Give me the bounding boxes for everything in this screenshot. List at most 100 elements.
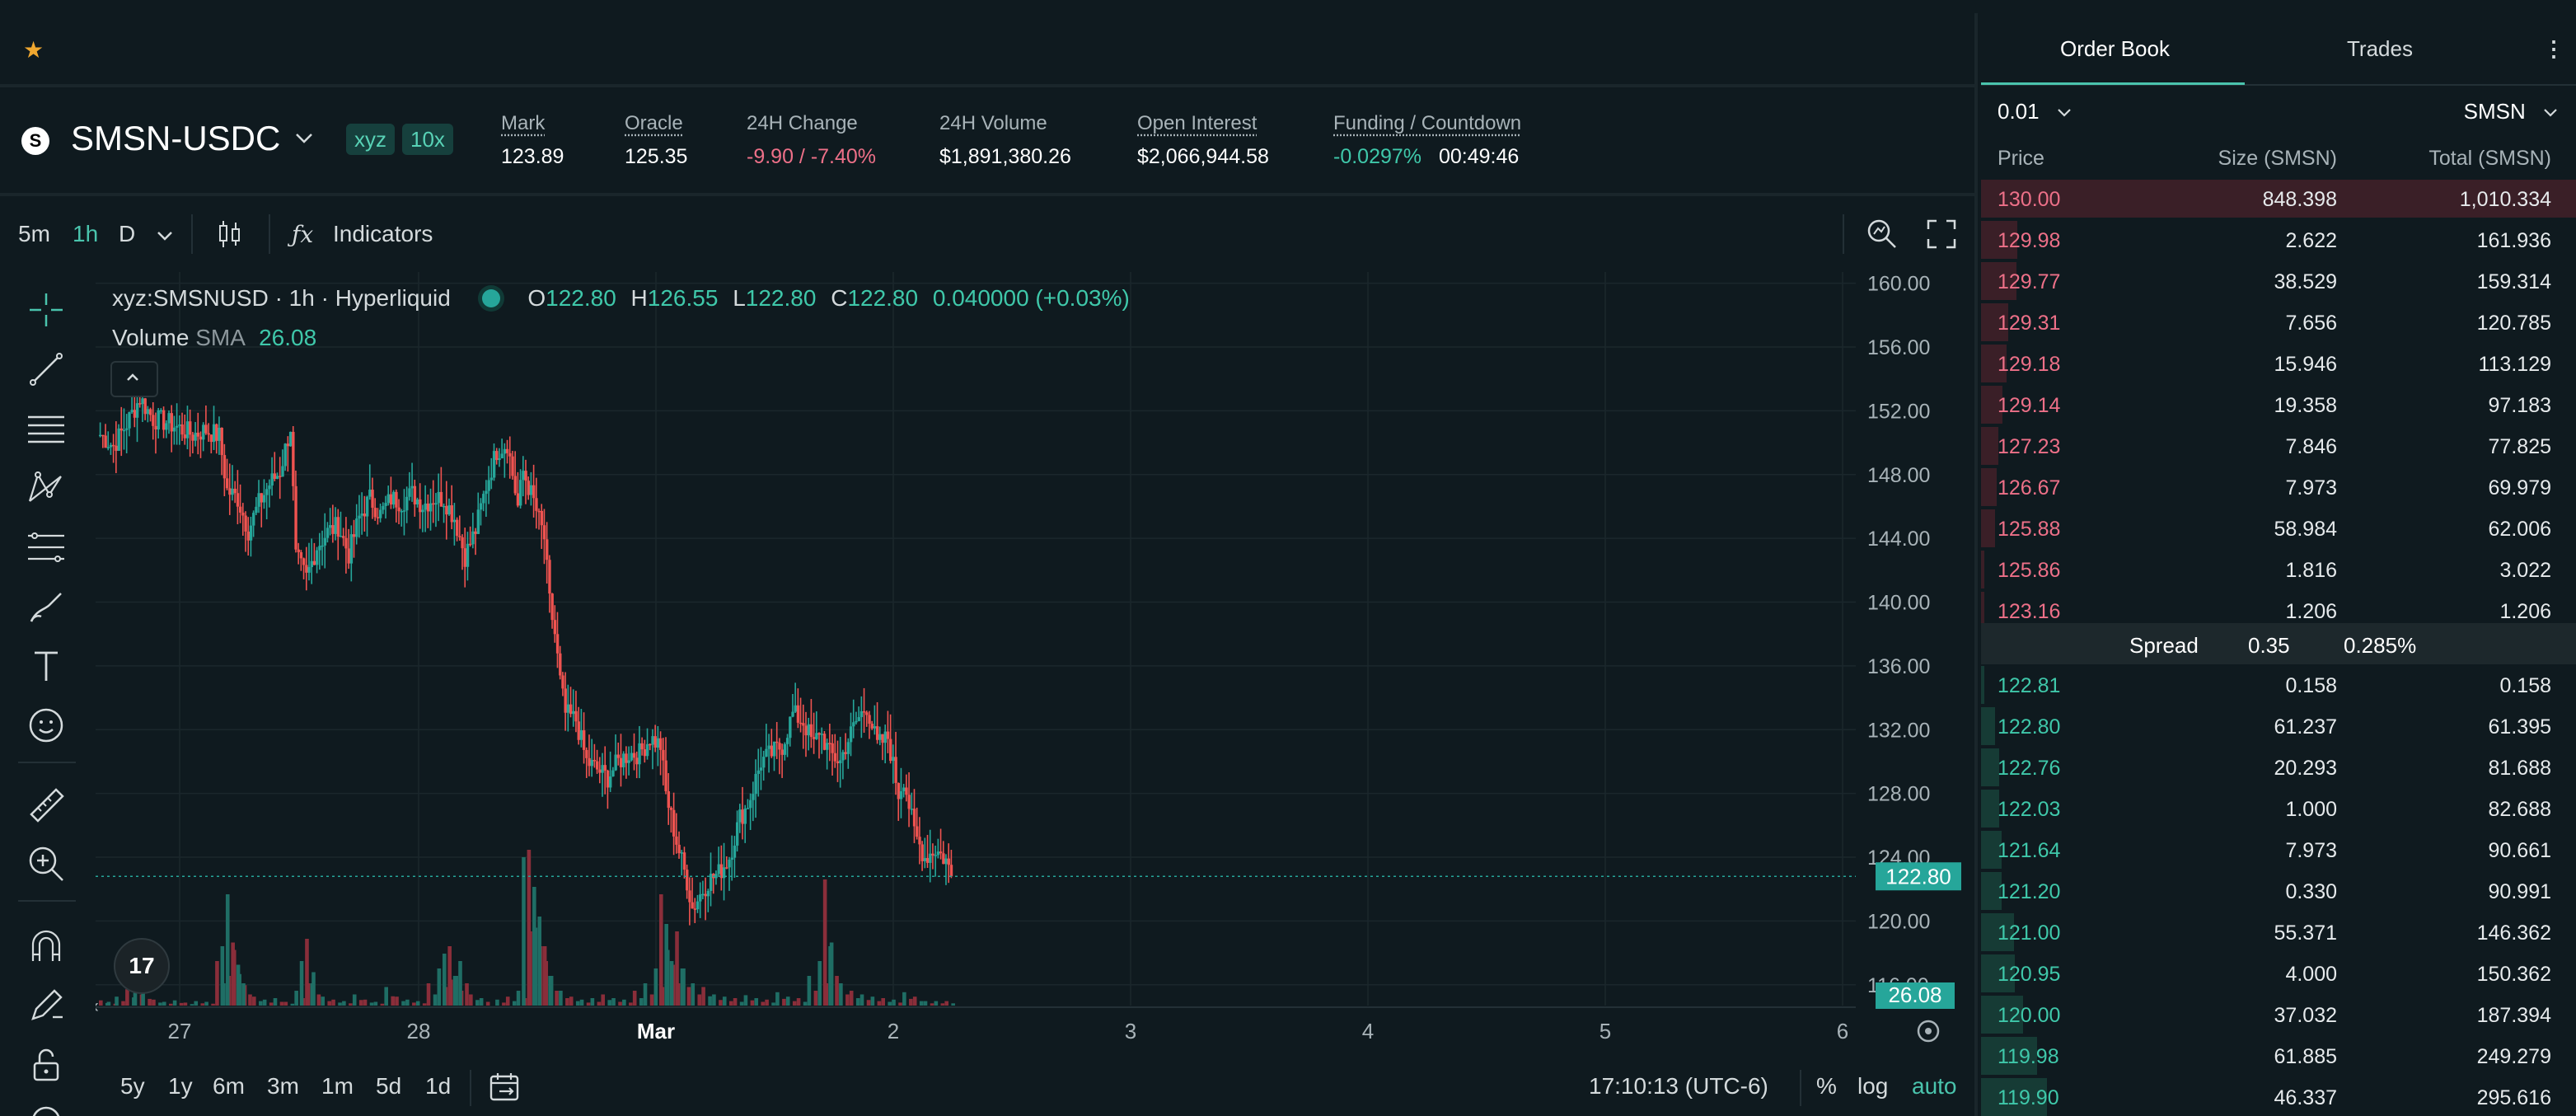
cell-size: 61.885 (2274, 1045, 2337, 1068)
price-chart[interactable]: 160.00 156.00 152.00 148.00 144.00 140.00 136.… (96, 272, 1978, 1116)
magnet-icon[interactable] (25, 925, 68, 968)
ask-row[interactable]: 123.16 1.206 1.206 (1981, 590, 2576, 631)
candle-body (572, 710, 575, 715)
ask-row[interactable]: 129.18 15.946 113.129 (1981, 343, 2576, 384)
candlestick-chart[interactable]: 160.00 156.00 152.00 148.00 144.00 140.00 136.… (96, 272, 1974, 1058)
zoom-in-icon[interactable] (25, 842, 68, 885)
range-5d[interactable]: 5d (376, 1073, 402, 1099)
function-icon[interactable]: ƒx (292, 221, 314, 248)
active-tab-indicator (1981, 82, 2245, 85)
stat-value: -0.0297% 00:49:46 (1333, 145, 1521, 169)
candle-body (228, 488, 232, 495)
text-icon[interactable] (25, 645, 68, 687)
drawing-toolbar (0, 272, 97, 1116)
auto-toggle[interactable]: auto (1912, 1073, 1957, 1099)
eye-icon[interactable] (25, 1100, 68, 1116)
unit-select[interactable]: SMSN (2464, 99, 2560, 124)
ask-row[interactable]: 125.88 58.984 62.006 (1981, 508, 2576, 549)
bid-row[interactable]: 121.64 7.973 90.661 (1981, 829, 2576, 870)
candlestick-type-icon[interactable] (213, 218, 246, 251)
bid-row[interactable]: 122.80 61.237 61.395 (1981, 706, 2576, 747)
bid-row[interactable]: 119.90 46.337 295.616 (1981, 1076, 2576, 1116)
candle-body (934, 855, 937, 856)
calendar-range-icon[interactable] (488, 1070, 522, 1104)
ask-row[interactable]: 127.23 7.846 77.825 (1981, 425, 2576, 467)
volume-bar (331, 999, 335, 1006)
legend-collapse-button[interactable] (110, 361, 158, 397)
stat-label[interactable]: Open Interest (1137, 112, 1258, 134)
candle-body (537, 510, 541, 513)
interval-d[interactable]: D (119, 221, 136, 246)
log-toggle[interactable]: log (1857, 1073, 1889, 1099)
candle-body (445, 505, 448, 515)
brush-icon[interactable] (25, 585, 68, 628)
fullscreen-icon[interactable] (1925, 218, 1958, 251)
candle-body (918, 837, 921, 845)
ask-row[interactable]: 126.67 7.973 69.979 (1981, 467, 2576, 508)
tab-trades[interactable]: Trades (2347, 36, 2413, 61)
candle-body (318, 546, 321, 551)
ruler-icon[interactable] (25, 783, 68, 826)
stat-label[interactable]: Funding / Countdown (1333, 112, 1522, 134)
ask-row[interactable]: 129.98 2.622 161.936 (1981, 219, 2576, 260)
depth-bar (1981, 707, 1995, 745)
chevron-down-icon[interactable] (292, 125, 316, 150)
ask-row[interactable]: 129.77 38.529 159.314 (1981, 260, 2576, 302)
volume-bar (433, 994, 438, 1006)
candle-body (154, 425, 157, 430)
pattern-icon[interactable] (25, 467, 68, 509)
ask-row[interactable]: 130.00 848.398 1,010.334 (1981, 178, 2576, 219)
candle-body (645, 743, 649, 757)
zoom-chart-icon[interactable] (1864, 216, 1900, 252)
bid-row[interactable]: 119.98 61.885 249.279 (1981, 1035, 2576, 1076)
bid-row[interactable]: 122.76 20.293 81.688 (1981, 747, 2576, 788)
clock-timezone[interactable]: 17:10:13 (UTC-6) (1589, 1073, 1768, 1099)
ask-row[interactable]: 129.14 19.358 97.183 (1981, 384, 2576, 425)
tab-order-book[interactable]: Order Book (2060, 36, 2170, 61)
candle-body (582, 730, 586, 750)
bid-row[interactable]: 120.95 4.000 150.362 (1981, 953, 2576, 994)
range-1y[interactable]: 1y (168, 1073, 193, 1099)
volume-bar (391, 996, 396, 1006)
tick-size-select[interactable]: 0.01 (1998, 99, 2073, 124)
horizontal-lines-icon[interactable] (25, 407, 68, 450)
bid-row[interactable]: 122.81 0.158 0.158 (1981, 664, 2576, 706)
bid-row[interactable]: 120.00 37.032 187.394 (1981, 994, 2576, 1035)
fib-icon[interactable] (25, 526, 68, 569)
stat-label[interactable]: Mark (501, 112, 546, 134)
crosshair-icon[interactable] (25, 288, 68, 331)
volume-bar (294, 991, 298, 1006)
bid-row[interactable]: 122.03 1.000 82.688 (1981, 788, 2576, 829)
candle-body (432, 503, 435, 505)
percent-toggle[interactable]: % (1816, 1073, 1837, 1099)
range-6m[interactable]: 6m (213, 1073, 245, 1099)
stat-label[interactable]: Oracle (625, 112, 683, 134)
ask-row[interactable]: 129.31 7.656 120.785 (1981, 302, 2576, 343)
bid-row[interactable]: 121.20 0.330 90.991 (1981, 870, 2576, 912)
lock-icon[interactable] (25, 1043, 68, 1086)
candle-body (329, 525, 332, 528)
interval-5m[interactable]: 5m (18, 221, 50, 246)
emoji-icon[interactable] (25, 704, 68, 747)
chevron-down-icon[interactable] (155, 229, 175, 242)
draw-mode-icon[interactable] (25, 984, 68, 1027)
trend-line-icon[interactable] (25, 348, 68, 391)
tradingview-logo[interactable]: 17 (114, 938, 170, 994)
volume-bar (252, 996, 256, 1006)
pair-selector[interactable]: SMSN-USDC (71, 119, 281, 157)
settings-gear-icon[interactable] (1917, 1020, 1940, 1043)
candle-body (368, 490, 372, 497)
ask-row[interactable]: 125.86 1.816 3.022 (1981, 549, 2576, 590)
range-1d[interactable]: 1d (425, 1073, 452, 1099)
range-3m[interactable]: 3m (267, 1073, 299, 1099)
range-1m[interactable]: 1m (321, 1073, 354, 1099)
more-menu-icon[interactable]: ⋮ (2543, 36, 2564, 61)
candle-body (756, 770, 761, 774)
bid-row[interactable]: 121.00 55.371 146.362 (1981, 912, 2576, 953)
indicators-button[interactable]: Indicators (333, 221, 433, 246)
volume-bar (866, 1000, 871, 1006)
volume-bar (888, 1001, 892, 1006)
star-icon[interactable]: ★ (23, 37, 44, 63)
interval-1h[interactable]: 1h (73, 221, 99, 246)
range-5y[interactable]: 5y (120, 1073, 145, 1099)
